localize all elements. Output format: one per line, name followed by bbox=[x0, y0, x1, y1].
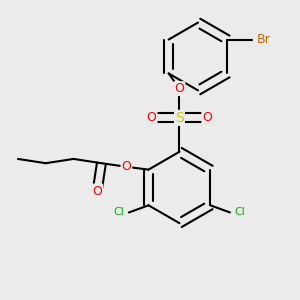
Text: O: O bbox=[147, 111, 157, 124]
Text: Cl: Cl bbox=[114, 208, 124, 218]
Text: O: O bbox=[92, 184, 102, 197]
Text: O: O bbox=[122, 160, 131, 173]
Text: O: O bbox=[202, 111, 212, 124]
Text: O: O bbox=[175, 82, 184, 95]
Text: S: S bbox=[175, 111, 184, 125]
Text: Cl: Cl bbox=[234, 208, 245, 218]
Text: Br: Br bbox=[257, 33, 271, 46]
